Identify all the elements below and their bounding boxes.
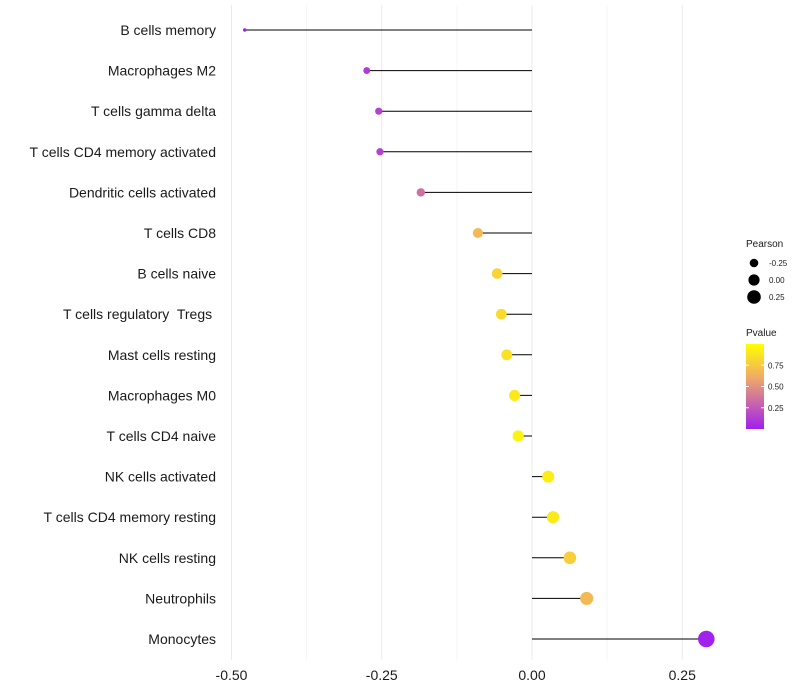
category-label: T cells regulatory Tregs: [63, 306, 216, 322]
pvalue-color-bar: [746, 344, 764, 429]
lollipop-point: [512, 430, 524, 442]
lollipop-point: [509, 389, 521, 401]
size-legend-label: 0.25: [769, 293, 785, 302]
category-label: T cells CD8: [144, 225, 216, 241]
size-legend-label: -0.25: [769, 259, 788, 268]
category-label: NK cells resting: [119, 550, 216, 566]
category-label: T cells CD4 memory resting: [44, 509, 216, 525]
category-labels: B cells memory Macrophages M2 T cells gamm…: [30, 22, 217, 647]
lollipop-point: [375, 107, 383, 115]
category-label: T cells gamma delta: [91, 103, 216, 119]
lollipop-point: [472, 227, 483, 239]
color-legend-ticks: 0.25 0.50 0.75: [746, 361, 784, 413]
category-label: Mast cells resting: [108, 347, 216, 363]
category-label: Dendritic cells activated: [69, 184, 216, 200]
category-label: Macrophages M2: [108, 63, 216, 79]
category-label: B cells memory: [120, 22, 216, 38]
size-legend-dot: [748, 274, 760, 286]
legend: Pearson -0.25 0.00 0.25 Pvalue 0.25 0.50 0.7…: [746, 239, 788, 429]
category-label: Monocytes: [148, 631, 216, 647]
lollipop-points: [243, 28, 715, 648]
lollipop-point: [698, 630, 715, 648]
size-legend-dot: [749, 258, 759, 268]
x-axis-ticks: -0.50 -0.25 0.00 0.25: [216, 667, 697, 683]
category-label: T cells CD4 memory activated: [30, 144, 216, 160]
grid-lines: [231, 5, 683, 660]
size-legend-title: Pearson: [746, 239, 783, 250]
lollipop-point: [580, 591, 594, 605]
category-label: Neutrophils: [145, 590, 216, 606]
color-legend-title: Pvalue: [746, 328, 777, 339]
color-legend-label: 0.25: [768, 404, 784, 413]
category-label: T cells CD4 naive: [107, 428, 217, 444]
lollipop-point: [563, 551, 577, 565]
x-tick-label: -0.50: [216, 667, 248, 683]
size-legend-label: 0.00: [769, 276, 785, 285]
lollipop-point: [363, 67, 371, 75]
category-label: NK cells activated: [105, 469, 216, 485]
color-legend-label: 0.50: [768, 383, 784, 392]
lollipop-point: [491, 268, 503, 279]
category-label: B cells naive: [137, 266, 216, 282]
size-legend-dot: [747, 290, 761, 304]
size-legend-items: -0.25 0.00 0.25: [747, 258, 788, 304]
x-tick-label: 0.00: [518, 667, 545, 683]
lollipop-stems: [244, 29, 707, 640]
x-tick-label: -0.25: [366, 667, 398, 683]
lollipop-point: [243, 28, 247, 32]
x-tick-label: 0.25: [669, 667, 696, 683]
lollipop-point: [416, 188, 426, 197]
color-legend-label: 0.75: [768, 361, 784, 370]
lollipop-point: [495, 308, 507, 320]
lollipop-point: [542, 470, 555, 483]
lollipop-point: [376, 148, 384, 156]
lollipop-point: [546, 511, 560, 524]
lollipop-point: [501, 349, 513, 361]
category-label: Macrophages M0: [108, 387, 216, 403]
